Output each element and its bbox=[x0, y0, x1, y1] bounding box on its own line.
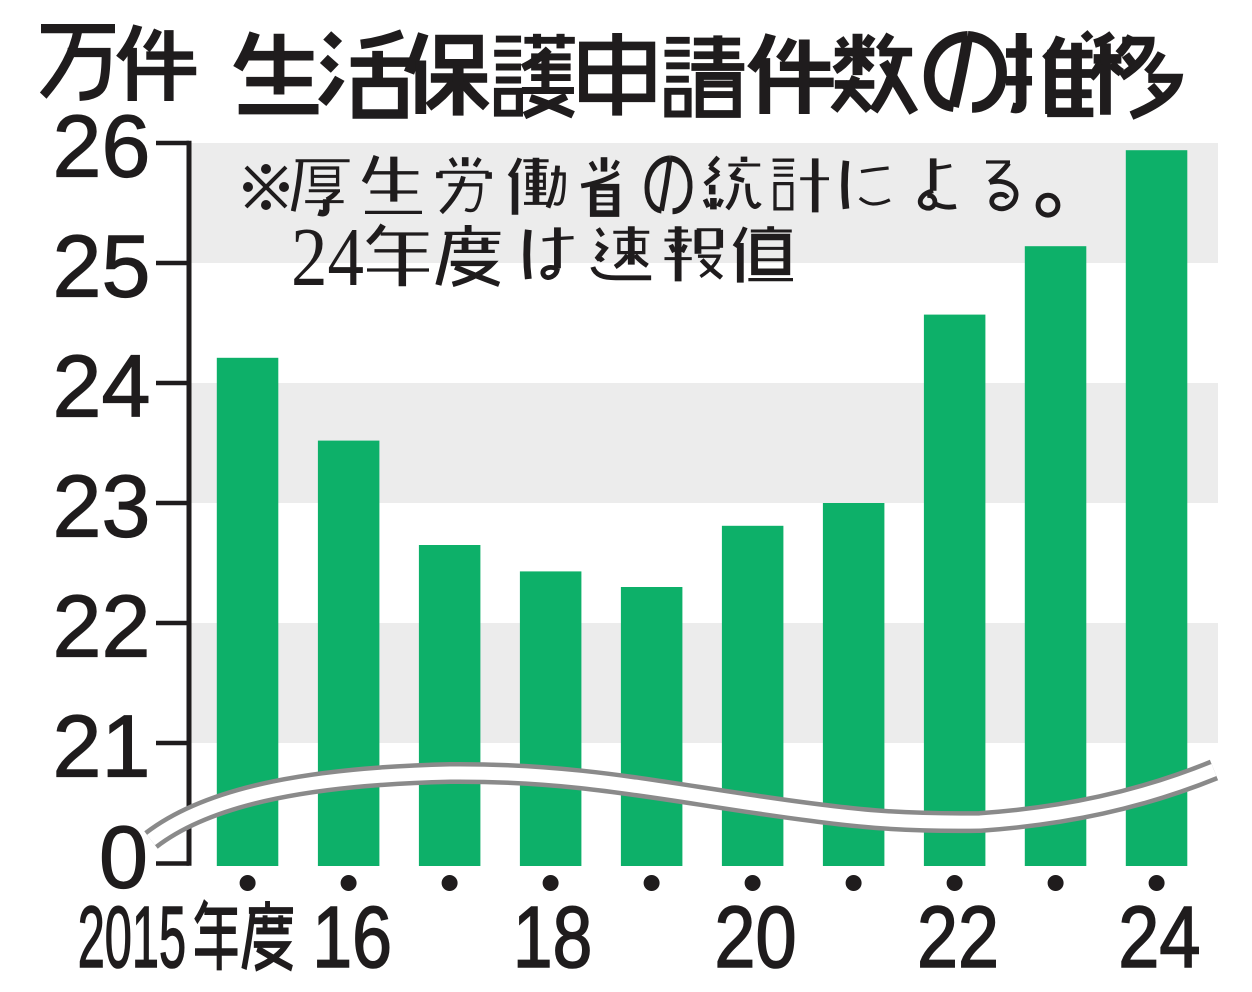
svg-text:20: 20 bbox=[714, 889, 796, 986]
svg-text:16: 16 bbox=[312, 888, 392, 985]
svg-text:18: 18 bbox=[513, 888, 592, 985]
svg-text:25: 25 bbox=[53, 217, 151, 316]
svg-text:24: 24 bbox=[1118, 889, 1200, 986]
svg-text:24: 24 bbox=[53, 337, 151, 436]
svg-text:23: 23 bbox=[53, 457, 151, 556]
svg-text:21: 21 bbox=[53, 697, 151, 796]
svg-text:22: 22 bbox=[917, 889, 999, 986]
svg-text:26: 26 bbox=[53, 97, 151, 196]
svg-text:0: 0 bbox=[99, 808, 148, 907]
svg-text:22: 22 bbox=[53, 577, 151, 676]
svg-text:24: 24 bbox=[291, 211, 364, 304]
svg-text:2015: 2015 bbox=[78, 888, 186, 985]
